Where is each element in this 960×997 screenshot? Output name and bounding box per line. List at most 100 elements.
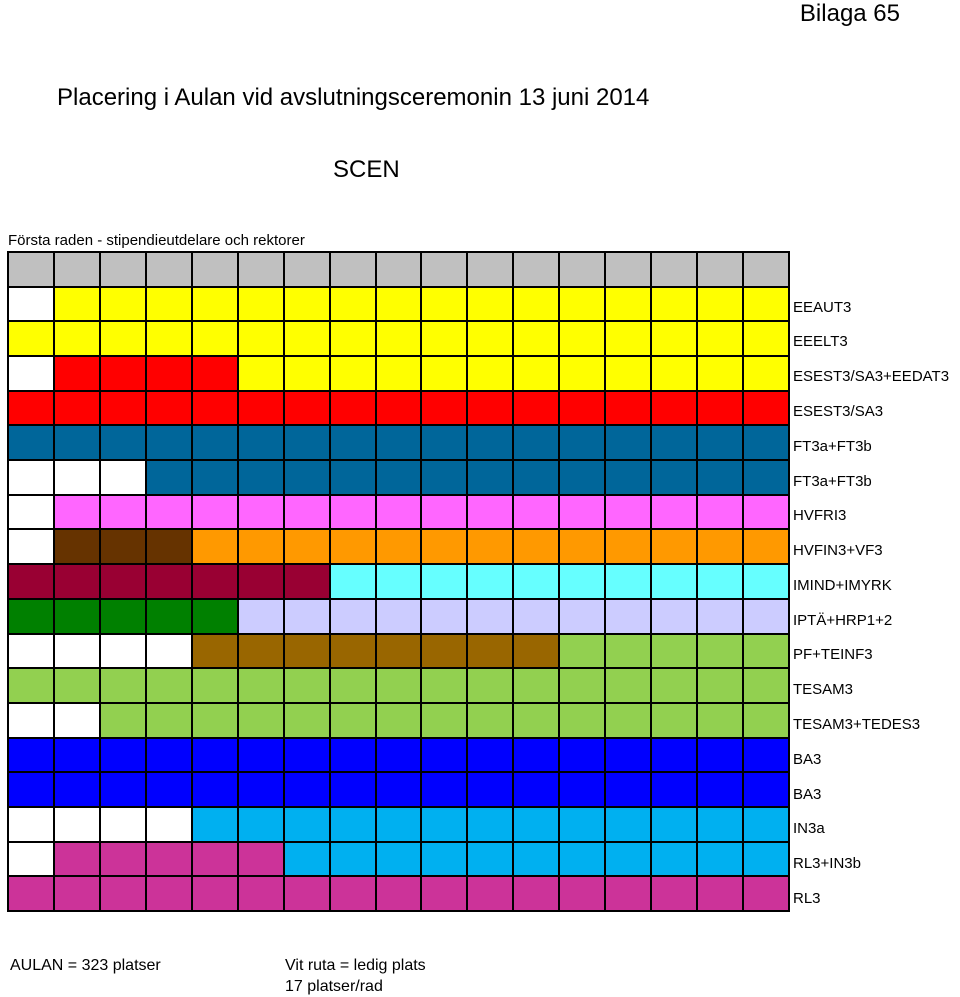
- seat: [606, 703, 653, 739]
- seat: [514, 738, 561, 774]
- seat: [560, 703, 607, 739]
- seat: [468, 287, 515, 323]
- seat: [698, 877, 745, 912]
- seat: [192, 391, 239, 427]
- seat: [514, 703, 561, 739]
- seat: [698, 426, 745, 462]
- seat: [192, 634, 239, 670]
- seat: [9, 807, 55, 843]
- seat: [468, 842, 515, 878]
- seat: [744, 773, 790, 808]
- seat: [560, 530, 607, 566]
- seat: [514, 634, 561, 670]
- seat: [560, 426, 607, 462]
- seat: [146, 253, 193, 288]
- seating-grid: [7, 251, 790, 912]
- seat: [192, 287, 239, 323]
- seat: [284, 773, 331, 808]
- seat: [744, 669, 790, 704]
- seat: [422, 599, 469, 635]
- row-label: EEAUT3: [793, 298, 852, 316]
- row-label: RL3+IN3b: [793, 855, 861, 873]
- seat: [100, 565, 147, 600]
- seat: [698, 530, 745, 566]
- seat: [54, 253, 101, 288]
- seat: [330, 287, 377, 323]
- seat: [54, 877, 101, 912]
- seat: [146, 565, 193, 600]
- seat: [100, 253, 147, 288]
- seat: [192, 530, 239, 566]
- seat: [238, 877, 285, 912]
- seat: [238, 773, 285, 808]
- seat: [9, 253, 55, 288]
- seat: [192, 877, 239, 912]
- seat: [744, 842, 790, 878]
- seat: [698, 253, 745, 288]
- seat: [146, 669, 193, 704]
- seat: [422, 426, 469, 462]
- seat: [652, 461, 699, 496]
- seat: [698, 599, 745, 635]
- seat: [9, 530, 55, 566]
- seat: [192, 807, 239, 843]
- row-label: IPTÄ+HRP1+2: [793, 611, 893, 629]
- seat: [192, 599, 239, 635]
- seat: [9, 773, 55, 808]
- seat: [376, 530, 423, 566]
- seat: [54, 565, 101, 600]
- seat: [514, 495, 561, 531]
- seat: [606, 495, 653, 531]
- seat: [54, 738, 101, 774]
- seat: [422, 495, 469, 531]
- seat: [146, 426, 193, 462]
- seat: [652, 842, 699, 878]
- seat: [468, 634, 515, 670]
- seat: [698, 461, 745, 496]
- seat: [514, 357, 561, 392]
- seat: [422, 357, 469, 392]
- seat: [698, 322, 745, 358]
- row-label: EEELT3: [793, 333, 848, 351]
- seat: [330, 738, 377, 774]
- row-label: BA3: [793, 785, 822, 803]
- seat: [9, 738, 55, 774]
- seat: [192, 703, 239, 739]
- seat: [284, 530, 331, 566]
- seat: [514, 426, 561, 462]
- seat: [146, 877, 193, 912]
- seat: [146, 322, 193, 358]
- seat: [744, 461, 790, 496]
- seat: [652, 807, 699, 843]
- seat: [560, 807, 607, 843]
- seat: [606, 565, 653, 600]
- row-labels: EEAUT3 EEELT3 ESEST3/SA3+EEDAT3 ESEST3/SA3 F…: [792, 251, 960, 912]
- seat: [652, 634, 699, 670]
- seat: [100, 530, 147, 566]
- page-title: Placering i Aulan vid avslutningsceremon…: [57, 84, 650, 111]
- seat: [606, 391, 653, 427]
- seat: [744, 426, 790, 462]
- seat: [652, 530, 699, 566]
- seat: [514, 391, 561, 427]
- seat: [468, 565, 515, 600]
- seat: [698, 842, 745, 878]
- seat: [744, 703, 790, 739]
- seat: [514, 322, 561, 358]
- seat: [376, 703, 423, 739]
- seat: [54, 703, 101, 739]
- seat: [468, 426, 515, 462]
- seat: [468, 773, 515, 808]
- seat: [376, 599, 423, 635]
- seat: [146, 703, 193, 739]
- seat: [192, 773, 239, 808]
- seat: [422, 669, 469, 704]
- seat: [9, 426, 55, 462]
- seat: [54, 669, 101, 704]
- row-label: IN3a: [793, 820, 825, 838]
- seat: [744, 807, 790, 843]
- seat: [100, 738, 147, 774]
- row-label: IMIND+IMYRK: [793, 576, 892, 594]
- seat: [238, 253, 285, 288]
- seat: [284, 322, 331, 358]
